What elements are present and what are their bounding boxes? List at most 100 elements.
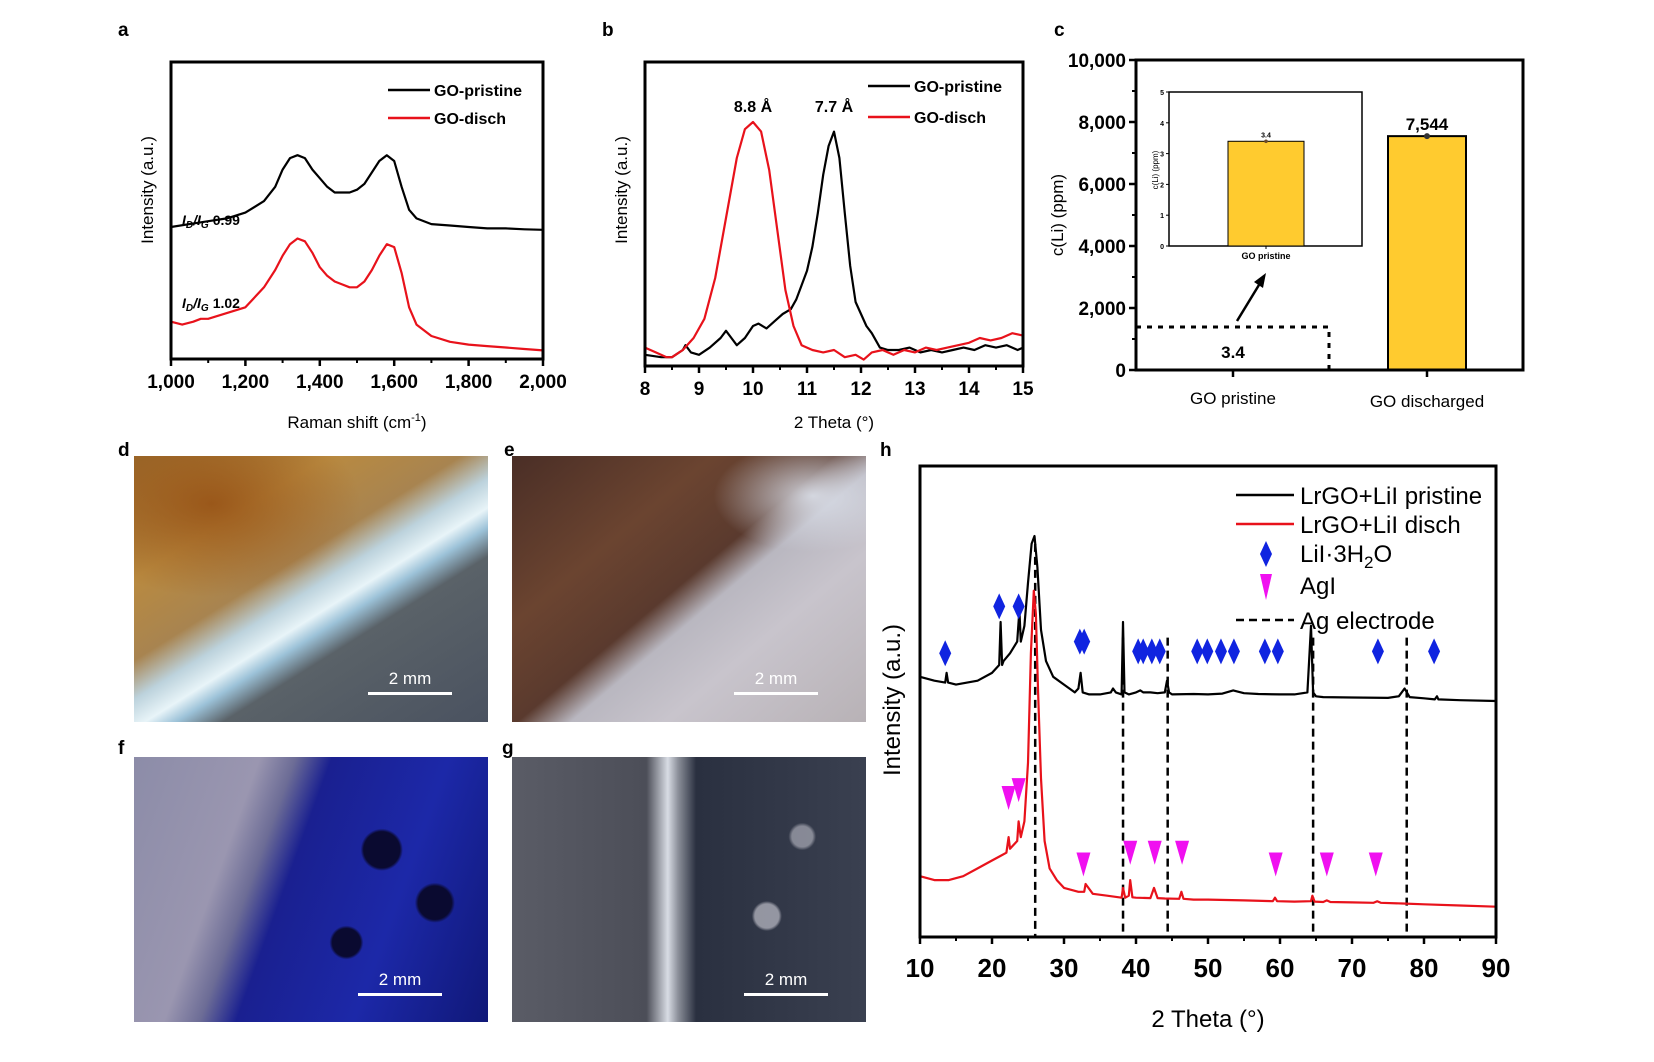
x-tick-label: 1,000 (147, 372, 195, 393)
y-tick-label: 8,000 (1078, 113, 1126, 134)
series-line-lrgo-lii-disch (919, 589, 1497, 908)
agi-marker-triangle (1076, 852, 1091, 877)
legend: GO-pristine GO-disch (868, 79, 1002, 127)
legend-label-disch: LrGO+LiI disch (1300, 512, 1461, 539)
y-axis-label: Intensity (a.u.) (138, 136, 157, 244)
error-marker (1424, 133, 1430, 140)
ratio-i: I (182, 295, 187, 311)
agi-marker-triangle (1011, 778, 1026, 803)
chart-panel-b: 8 9 10 11 12 13 14 15 2 Theta (°) Intensity (a.u.… (612, 60, 1034, 432)
x-tick-label: 20 (978, 953, 1007, 983)
agi-marker-triangle (1147, 840, 1162, 865)
inset-bar-go-pristine (1227, 140, 1305, 247)
x-tick-label: 30 (1050, 953, 1079, 983)
x-tick-label: 80 (1410, 953, 1439, 983)
agi-marker-triangle (1175, 840, 1190, 865)
chart-panel-h: 10 20 30 40 50 60 70 80 90 2 Theta (°) Intensity (… (879, 464, 1510, 1033)
x-axis-label-end: ) (421, 413, 427, 432)
micrograph-g: 2 mm (512, 757, 866, 1022)
legend-lii-main: LiI·3H (1300, 541, 1364, 568)
chart-panel-c: 3.4 7,544 0 2,000 4,000 6,000 8,000 10,000 GO pr… (1048, 51, 1525, 411)
series-line-go-pristine (644, 130, 1024, 359)
x-axis-label: 2 Theta (°) (1151, 1006, 1264, 1033)
bar-value-label: 7,544 (1406, 115, 1449, 134)
inset-bar-value-label: 3.4 (1261, 132, 1271, 139)
legend-label-pristine: LrGO+LiI pristine (1300, 483, 1482, 510)
lii-marker-diamond (1153, 638, 1166, 665)
y-axis-label: Intensity (a.u.) (879, 624, 906, 776)
zoom-region-box (1136, 325, 1331, 370)
lii-marker-diamond (1428, 638, 1441, 665)
y-axis-label: c(Li) (ppm) (1151, 150, 1160, 189)
inset-y-tick-label: 2 (1160, 182, 1164, 189)
lii-marker-diamond (1145, 638, 1158, 665)
lii-marker-diamond (1371, 638, 1384, 665)
ratio-slash: / (192, 212, 199, 228)
lii-marker-diamond (1271, 638, 1284, 665)
lii-marker-diamond (1078, 628, 1091, 655)
lii-marker-diamond (1214, 638, 1227, 665)
panel-label-a: a (118, 20, 129, 41)
legend-lii-sub: 2 (1364, 553, 1373, 572)
ratio-sub-g: G (201, 303, 209, 314)
x-axis-label: Raman shift (cm-1) (287, 412, 426, 432)
lii-marker-diamond (1258, 638, 1271, 665)
legend-label-pristine: GO-pristine (914, 79, 1002, 96)
chart-panel-a: 1,000 1,200 1,400 1,600 1,800 2,000 Raman shif… (138, 60, 567, 432)
legend-label-lii: LiI·3H2O (1300, 541, 1392, 572)
x-tick-label: 9 (694, 379, 705, 400)
inset-error-marker (1264, 139, 1268, 144)
lii-marker-diamond (1137, 638, 1150, 665)
x-tick-label: 40 (1122, 953, 1151, 983)
y-tick-label: 2,000 (1078, 299, 1126, 320)
x-tick-label: 10 (742, 379, 763, 400)
ratio-slash: / (192, 295, 199, 311)
x-tick-label: 1,400 (296, 372, 344, 393)
x-tick-label: 8 (640, 379, 651, 400)
y-tick-label: 6,000 (1078, 175, 1126, 196)
series-line-go-pristine (170, 154, 544, 231)
inset-y-tick-label: 4 (1160, 121, 1164, 128)
x-axis-label-sup: -1 (411, 412, 421, 424)
micrograph-f: 2 mm (134, 757, 488, 1022)
ratio-sub-d: D (186, 220, 193, 231)
scale-bar-label: 2 mm (754, 669, 798, 688)
panel-label-e: e (504, 440, 515, 461)
x-tick-label: 1,600 (370, 372, 418, 393)
agi-marker-triangle (1123, 840, 1138, 865)
lii-marker-diamond (1012, 593, 1025, 620)
y-axis-label: Intensity (a.u.) (612, 136, 631, 244)
micrograph-e: 2 mm (512, 456, 866, 722)
inset-y-tick-label: 5 (1160, 90, 1164, 97)
series-line-go-disch (170, 237, 544, 352)
panel-label-g: g (502, 738, 514, 759)
legend-swatch-lii-diamond (1260, 541, 1272, 567)
lii-marker-diamond (1227, 638, 1240, 665)
inset-chart: 3.4 0 1 2 3 4 5 GO pristine c(Li) (ppm) (1151, 90, 1363, 261)
scale-bar (734, 692, 818, 695)
panel-label-d: d (118, 440, 130, 461)
peak-spacing-label: 7.7 Å (815, 97, 854, 116)
ratio-sub-g: G (201, 220, 209, 231)
scale-bar-label: 2 mm (764, 970, 808, 989)
legend-label-agi: AgI (1300, 573, 1336, 600)
y-tick-label: 10,000 (1068, 51, 1126, 72)
x-tick-label: 15 (1012, 379, 1034, 400)
inset-arrow-line (1235, 279, 1264, 322)
x-category-label: GO pristine (1190, 389, 1276, 408)
scale-bar-label: 2 mm (378, 970, 422, 989)
ratio-i2: I (197, 212, 202, 228)
lii-marker-diamond (993, 593, 1006, 620)
x-tick-label: 50 (1194, 953, 1223, 983)
agi-marker-triangle (1268, 852, 1283, 877)
scale-bar (744, 993, 828, 996)
inset-y-tick-label: 0 (1160, 244, 1164, 251)
bar-value-label: 3.4 (1221, 343, 1245, 362)
legend-swatch-agi-triangle (1260, 574, 1272, 600)
legend-lii-end: O (1374, 541, 1393, 568)
plot-frame (169, 60, 545, 361)
legend-label-ag: Ag electrode (1300, 608, 1435, 635)
legend-label-pristine: GO-pristine (434, 83, 522, 100)
